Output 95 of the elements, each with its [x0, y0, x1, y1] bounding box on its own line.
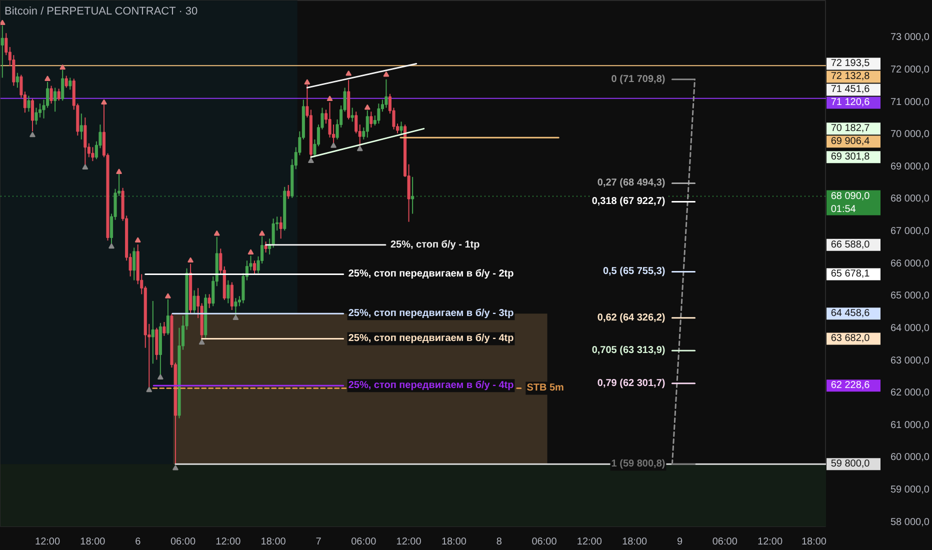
y2-tick-label: 69 301,8: [830, 152, 870, 163]
y-tick-label: 70 000,0: [890, 129, 930, 140]
y-tick-label: 73 000,0: [890, 32, 930, 44]
candlestick: [68, 77, 72, 90]
ref-line-label: 68 090,0 01:54: [830, 190, 870, 215]
x-tick-label: 12:00: [758, 536, 784, 548]
x-tick-label: 12:00: [35, 536, 60, 548]
series-label: 25%, стоп б/у - 1tp: [390, 239, 480, 250]
y2-tick-label: 65 678,1: [830, 268, 870, 280]
y-tick-label: 68 000,0: [890, 194, 930, 205]
y2-tick-label: 59 800,0: [830, 458, 870, 470]
x-tick-label: 06:00: [170, 536, 196, 548]
series-label: 25%, стоп передвигаем в б/у - 3tp: [348, 308, 514, 320]
series-label: 0,318 (67 922,7): [592, 196, 666, 208]
candlestick: [230, 282, 234, 311]
candlestick: [370, 111, 373, 128]
series-label: 0,79 (62 301,7): [597, 378, 666, 389]
series-label: 0,705 (63 313,9): [592, 345, 666, 356]
ref-line-label: 72 132,8: [830, 71, 870, 82]
candlestick: [286, 184, 290, 200]
y2-tick-label: 63 682,0: [830, 333, 870, 344]
chart-title: Bitcoin / PERPETUAL CONTRACT · 30: [4, 6, 198, 18]
x-tick-label: 6: [135, 536, 142, 548]
x-tick-label: 12:00: [576, 536, 602, 548]
candlestick: [400, 121, 403, 135]
series-label: 25%, стоп передвигаем в б/у - 4tp: [348, 380, 514, 392]
candlestick: [279, 216, 282, 240]
x-tick-label: 06:00: [532, 536, 558, 548]
series-label: 25%, стоп передвигаем в б/у - 4tp: [348, 333, 514, 344]
y-tick-label: 66 000,0: [890, 258, 930, 270]
y-tick-label: 62 000,0: [890, 388, 930, 399]
y2-tick-label: 70 182,7: [830, 123, 870, 134]
candlestick: [354, 111, 358, 134]
x-tick-label: 18:00: [260, 536, 286, 548]
y2-tick-label: 66 588,0: [830, 239, 870, 250]
y2-tick-label: 72 193,5: [830, 58, 870, 70]
x-tick-label: 18:00: [801, 536, 827, 548]
candlestick: [411, 176, 414, 214]
y-tick-label: 64 000,0: [890, 322, 930, 334]
x-tick-label: 7: [316, 536, 322, 548]
x-tick-label: 9: [676, 536, 683, 548]
x-tick-label: 18:00: [622, 536, 648, 548]
y-tick-label: 65 000,0: [890, 290, 930, 302]
y2-tick-label: 69 906,4: [830, 136, 870, 148]
series-label: 0,5 (65 755,3): [602, 266, 666, 278]
y-tick-label: 67 000,0: [890, 226, 930, 238]
y-tick-label: 63 000,0: [890, 355, 930, 366]
candlestick: [384, 78, 388, 108]
y2-tick-label: 71 451,6: [830, 84, 870, 96]
candlestick: [366, 110, 369, 138]
candlestick: [377, 103, 380, 124]
y-tick-label: 59 000,0: [890, 484, 930, 496]
y-tick-label: 71 000,0: [890, 96, 930, 108]
candlestick: [64, 75, 68, 88]
x-tick-label: 12:00: [216, 536, 242, 548]
candlestick: [192, 290, 196, 314]
candlestick: [30, 98, 34, 132]
candlestick: [91, 146, 94, 162]
candlestick: [38, 103, 42, 118]
candlestick: [226, 280, 230, 304]
candlestick: [166, 298, 170, 336]
series-label: 0 (71 709,8): [611, 74, 666, 85]
y-tick-label: 72 000,0: [890, 64, 930, 76]
candlestick: [252, 260, 256, 275]
ref-line-label: 71 120,6: [830, 97, 870, 108]
x-tick-label: 8: [496, 536, 502, 548]
candlestick: [27, 95, 30, 112]
y2-tick-label: 62 228,6: [830, 380, 870, 392]
y-tick-label: 69 000,0: [890, 161, 930, 172]
candlestick: [162, 321, 166, 336]
y-tick-label: 58 000,0: [890, 516, 930, 528]
y-tick-label: 60 000,0: [890, 452, 930, 464]
candlestick: [54, 87, 57, 112]
x-tick-label: 12:00: [396, 536, 422, 548]
series-label: STB 5m: [526, 382, 564, 394]
series-label: 0,27 (68 494,3): [597, 178, 666, 189]
candlestick: [80, 113, 83, 140]
candlestick: [50, 85, 53, 104]
candlestick: [57, 88, 60, 102]
candlestick: [132, 247, 136, 281]
candlestick: [16, 72, 19, 88]
x-tick-label: 06:00: [712, 536, 738, 548]
candlestick: [350, 107, 354, 122]
candlestick: [208, 294, 211, 309]
series-label: 25%, стоп передвигаем в б/у - 2tp: [348, 268, 514, 280]
y-tick-label: 61 000,0: [890, 420, 930, 431]
series-label: 1 (59 800,8): [611, 458, 666, 470]
candlestick: [272, 218, 275, 248]
y2-tick-label: 64 458,6: [830, 308, 870, 320]
x-tick-label: 06:00: [351, 536, 377, 548]
x-tick-label: 18:00: [441, 536, 467, 548]
series-label: 0,62 (64 326,2): [597, 312, 666, 324]
candlestick: [151, 300, 154, 364]
candlestick: [34, 107, 38, 126]
x-tick-label: 18:00: [80, 536, 106, 548]
